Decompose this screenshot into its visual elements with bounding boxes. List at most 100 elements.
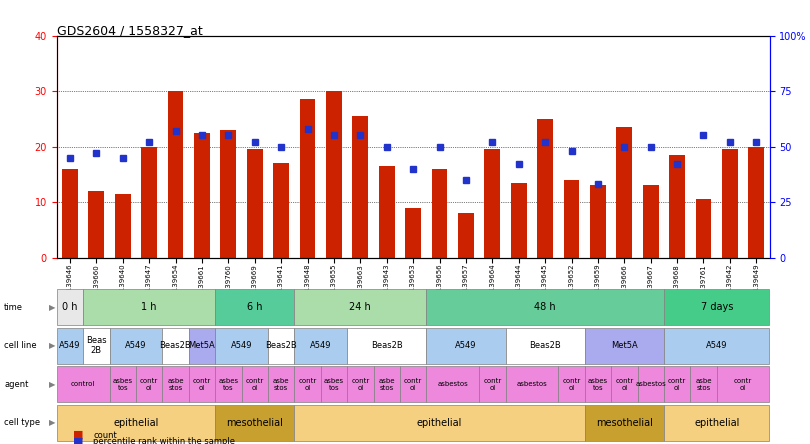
Text: asbes
tos: asbes tos <box>324 378 344 391</box>
Bar <box>458 213 474 258</box>
FancyBboxPatch shape <box>241 366 268 402</box>
FancyBboxPatch shape <box>585 405 664 441</box>
FancyBboxPatch shape <box>664 405 769 441</box>
FancyBboxPatch shape <box>189 328 215 364</box>
FancyBboxPatch shape <box>109 366 136 402</box>
Text: control: control <box>71 381 96 387</box>
FancyBboxPatch shape <box>426 366 479 402</box>
Bar <box>220 130 237 258</box>
Bar <box>168 91 183 258</box>
Text: contr
ol: contr ol <box>615 378 633 391</box>
Text: Beas
2B: Beas 2B <box>86 336 107 355</box>
Text: time: time <box>4 302 23 312</box>
Bar <box>722 149 738 258</box>
Text: asbes
tos: asbes tos <box>113 378 133 391</box>
Text: asbestos: asbestos <box>635 381 666 387</box>
FancyBboxPatch shape <box>57 328 83 364</box>
Text: 7 days: 7 days <box>701 302 733 312</box>
Bar <box>115 194 130 258</box>
Bar <box>379 166 394 258</box>
FancyBboxPatch shape <box>189 366 215 402</box>
Text: ■: ■ <box>73 429 83 440</box>
FancyBboxPatch shape <box>109 328 162 364</box>
FancyBboxPatch shape <box>83 289 215 325</box>
FancyBboxPatch shape <box>558 366 585 402</box>
Text: A549: A549 <box>126 341 147 350</box>
Text: agent: agent <box>4 380 28 389</box>
Text: asbes
tos: asbes tos <box>588 378 608 391</box>
FancyBboxPatch shape <box>664 366 690 402</box>
Bar <box>564 180 579 258</box>
Bar <box>537 119 553 258</box>
Text: epithelial: epithelial <box>417 418 463 428</box>
Bar <box>484 149 501 258</box>
FancyBboxPatch shape <box>347 328 426 364</box>
FancyBboxPatch shape <box>690 366 717 402</box>
FancyBboxPatch shape <box>57 405 215 441</box>
FancyBboxPatch shape <box>664 289 769 325</box>
Text: asbe
stos: asbe stos <box>273 378 289 391</box>
Text: percentile rank within the sample: percentile rank within the sample <box>93 437 235 444</box>
FancyBboxPatch shape <box>294 366 321 402</box>
Text: contr
ol: contr ol <box>298 378 317 391</box>
Text: asbestos: asbestos <box>437 381 468 387</box>
Bar <box>616 127 633 258</box>
Text: asbe
stos: asbe stos <box>695 378 712 391</box>
FancyBboxPatch shape <box>321 366 347 402</box>
Text: contr
ol: contr ol <box>668 378 686 391</box>
FancyBboxPatch shape <box>57 289 83 325</box>
Text: GDS2604 / 1558327_at: GDS2604 / 1558327_at <box>57 24 202 37</box>
FancyBboxPatch shape <box>585 366 611 402</box>
FancyBboxPatch shape <box>294 328 347 364</box>
Text: asbes
tos: asbes tos <box>218 378 238 391</box>
Text: A549: A549 <box>455 341 476 350</box>
Bar <box>748 147 764 258</box>
FancyBboxPatch shape <box>215 405 294 441</box>
FancyBboxPatch shape <box>611 366 637 402</box>
Text: contr
ol: contr ol <box>734 378 752 391</box>
Text: mesothelial: mesothelial <box>596 418 653 428</box>
FancyBboxPatch shape <box>268 328 294 364</box>
Text: contr
ol: contr ol <box>352 378 369 391</box>
Text: ▶: ▶ <box>49 341 55 350</box>
Text: asbestos: asbestos <box>517 381 548 387</box>
Bar <box>247 149 262 258</box>
Bar <box>511 182 526 258</box>
FancyBboxPatch shape <box>426 328 505 364</box>
Text: 6 h: 6 h <box>247 302 262 312</box>
Text: Met5A: Met5A <box>189 341 215 350</box>
FancyBboxPatch shape <box>505 328 585 364</box>
Text: A549: A549 <box>59 341 81 350</box>
Bar <box>300 99 315 258</box>
FancyBboxPatch shape <box>585 328 664 364</box>
Bar <box>194 133 210 258</box>
Text: ▶: ▶ <box>49 302 55 312</box>
FancyBboxPatch shape <box>136 366 162 402</box>
Text: mesothelial: mesothelial <box>226 418 284 428</box>
Text: 48 h: 48 h <box>535 302 556 312</box>
Text: contr
ol: contr ol <box>245 378 264 391</box>
Bar <box>88 191 104 258</box>
FancyBboxPatch shape <box>505 366 558 402</box>
Text: 1 h: 1 h <box>142 302 157 312</box>
Bar <box>432 169 447 258</box>
FancyBboxPatch shape <box>294 405 585 441</box>
FancyBboxPatch shape <box>637 366 664 402</box>
FancyBboxPatch shape <box>215 328 268 364</box>
FancyBboxPatch shape <box>426 289 664 325</box>
Text: contr
ol: contr ol <box>140 378 158 391</box>
Bar <box>696 199 711 258</box>
Text: asbe
stos: asbe stos <box>167 378 184 391</box>
Text: ▶: ▶ <box>49 418 55 428</box>
Bar <box>273 163 289 258</box>
FancyBboxPatch shape <box>664 328 769 364</box>
FancyBboxPatch shape <box>215 289 294 325</box>
Text: ■: ■ <box>73 436 83 444</box>
Text: count: count <box>93 431 117 440</box>
Text: contr
ol: contr ol <box>404 378 422 391</box>
Bar <box>669 155 685 258</box>
Bar <box>643 186 659 258</box>
Text: A549: A549 <box>231 341 252 350</box>
FancyBboxPatch shape <box>717 366 770 402</box>
FancyBboxPatch shape <box>479 366 505 402</box>
